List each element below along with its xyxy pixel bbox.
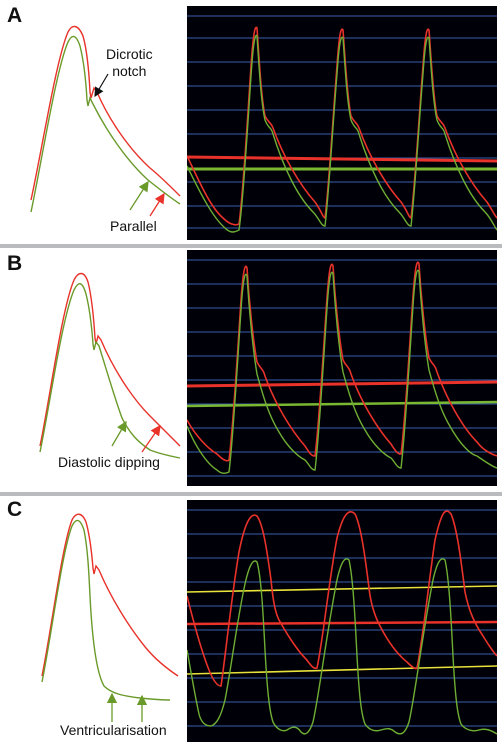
panel-separator-bc <box>0 492 502 496</box>
distal-trace-b <box>187 269 497 475</box>
yellow-reference-line-top <box>187 585 497 593</box>
distal-trace-c <box>187 558 497 735</box>
aortic-pressure-curve-c <box>41 513 179 677</box>
panel-a: A Dicrotic notch Parallel <box>0 0 502 244</box>
parallel-arrow-green <box>129 180 149 211</box>
dicrotic-notch-label-line2: notch <box>112 63 147 79</box>
panel-b: B Diastolic dipping <box>0 248 502 492</box>
pressure-tracing-c <box>187 500 497 742</box>
parallel-label: Parallel <box>110 218 157 234</box>
distal-pressure-curve-c <box>41 519 171 701</box>
panel-c: C Ventricularisation <box>0 496 502 745</box>
tracing-svg-c <box>187 509 497 735</box>
parallel-arrow-red <box>149 192 165 217</box>
panel-letter-b: B <box>7 252 23 275</box>
dicrotic-notch-arrow <box>94 73 109 98</box>
tracing-svg-b <box>187 259 497 477</box>
dipping-arrow-red <box>141 424 161 453</box>
tracing-svg-a <box>187 15 497 233</box>
dicrotic-notch-label-line1: Dicrotic <box>106 46 153 62</box>
panel-separator-ab <box>0 244 502 248</box>
schematic-waveform-a <box>30 25 181 217</box>
aortic-trace-c <box>187 510 497 687</box>
dicrotic-notch-label: Dicrotic notch <box>106 46 153 80</box>
aortic-trace-a <box>187 26 497 226</box>
scope-grid-a <box>187 15 497 229</box>
pressure-tracing-a <box>187 6 497 240</box>
aortic-pressure-curve-a <box>30 25 181 201</box>
aortic-trace-b <box>187 261 497 462</box>
distal-trace-a <box>187 34 497 233</box>
mean-aortic-line-c <box>187 620 497 626</box>
schematic-waveform-b <box>39 272 181 459</box>
panel-letter-a: A <box>7 4 23 27</box>
distal-pressure-curve-a <box>30 35 181 213</box>
mean-distal-line-b <box>187 400 497 408</box>
ventricularisation-label: Ventricularisation <box>60 722 167 738</box>
dipping-arrow-green <box>111 420 127 447</box>
schematic-waveform-c <box>41 513 179 722</box>
pressure-tracing-b <box>187 250 497 486</box>
yellow-reference-line-bottom <box>187 665 497 675</box>
scope-grid-c <box>187 509 497 727</box>
distal-pressure-curve-b <box>39 283 181 459</box>
mean-aortic-line-a <box>187 155 497 163</box>
aortic-pressure-curve-b <box>39 272 181 447</box>
mean-aortic-line-b <box>187 380 497 388</box>
panel-letter-c: C <box>7 498 23 521</box>
diastolic-dipping-label: Diastolic dipping <box>58 454 160 470</box>
